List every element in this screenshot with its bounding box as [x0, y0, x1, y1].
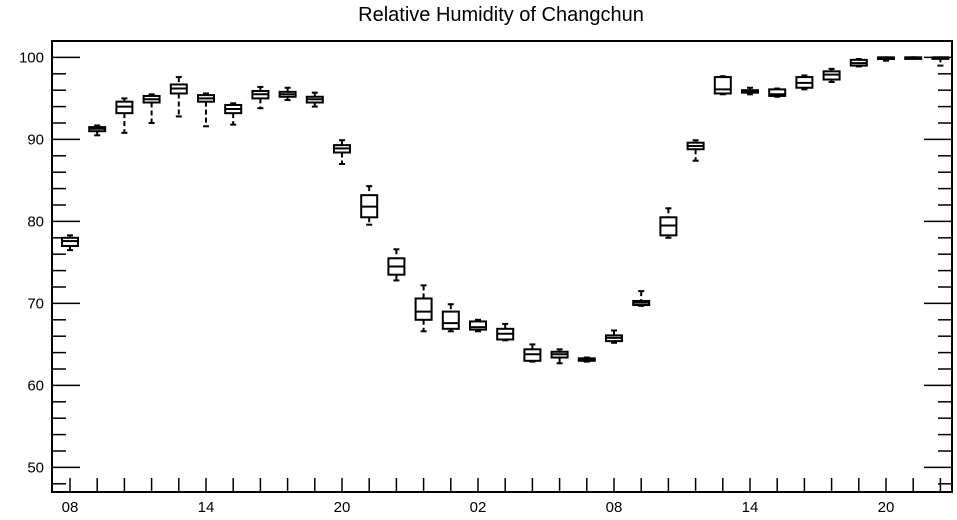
box-14 [441, 303, 460, 333]
box-10 [333, 139, 351, 165]
box-23 [686, 139, 705, 162]
box-24 [713, 75, 732, 96]
box-19 [577, 356, 596, 363]
box-4 [169, 76, 188, 118]
iqr-box [469, 320, 487, 331]
box-8 [278, 86, 297, 102]
iqr-box [713, 76, 732, 95]
box-0 [61, 234, 79, 252]
box-12 [387, 248, 406, 282]
box-5 [197, 92, 215, 128]
box-16 [496, 322, 515, 342]
y-tick-label: 50 [27, 459, 44, 476]
box-29 [849, 58, 868, 68]
iqr-box [414, 297, 433, 321]
y-tick-label: 60 [27, 377, 44, 394]
box-30 [877, 56, 895, 62]
box-28 [822, 67, 841, 83]
box-17 [523, 343, 542, 363]
box-20 [605, 329, 623, 344]
box-31 [904, 56, 923, 60]
x-tick-label: 20 [878, 499, 895, 516]
box-27 [795, 74, 814, 91]
y-tick-label: 70 [27, 295, 44, 312]
iqr-box [768, 88, 787, 97]
box-3 [142, 93, 161, 124]
box-18 [550, 348, 569, 365]
box-26 [768, 87, 787, 98]
y-tick-label: 80 [27, 213, 44, 230]
box-11 [360, 185, 379, 226]
x-tick-label: 14 [198, 499, 215, 516]
box-7 [251, 85, 270, 110]
box-22 [659, 207, 678, 239]
box-15 [469, 318, 487, 333]
box-9 [305, 91, 324, 108]
y-tick-label: 90 [27, 131, 44, 148]
x-tick-label: 20 [334, 499, 351, 516]
y-tick-label: 100 [19, 49, 44, 66]
iqr-box [441, 310, 460, 330]
box-13 [414, 284, 433, 333]
box-21 [632, 290, 651, 307]
box-32 [931, 56, 950, 67]
chart-title: Relative Humidity of Changchun [358, 4, 644, 26]
box-25 [741, 86, 759, 96]
box-2 [115, 97, 134, 134]
x-tick-label: 02 [470, 499, 487, 516]
box-1 [88, 124, 107, 137]
x-tick-label: 08 [62, 499, 79, 516]
x-tick-label: 14 [742, 499, 759, 516]
plot-frame [51, 40, 953, 493]
box-6 [224, 102, 243, 126]
x-tick-label: 08 [606, 499, 623, 516]
